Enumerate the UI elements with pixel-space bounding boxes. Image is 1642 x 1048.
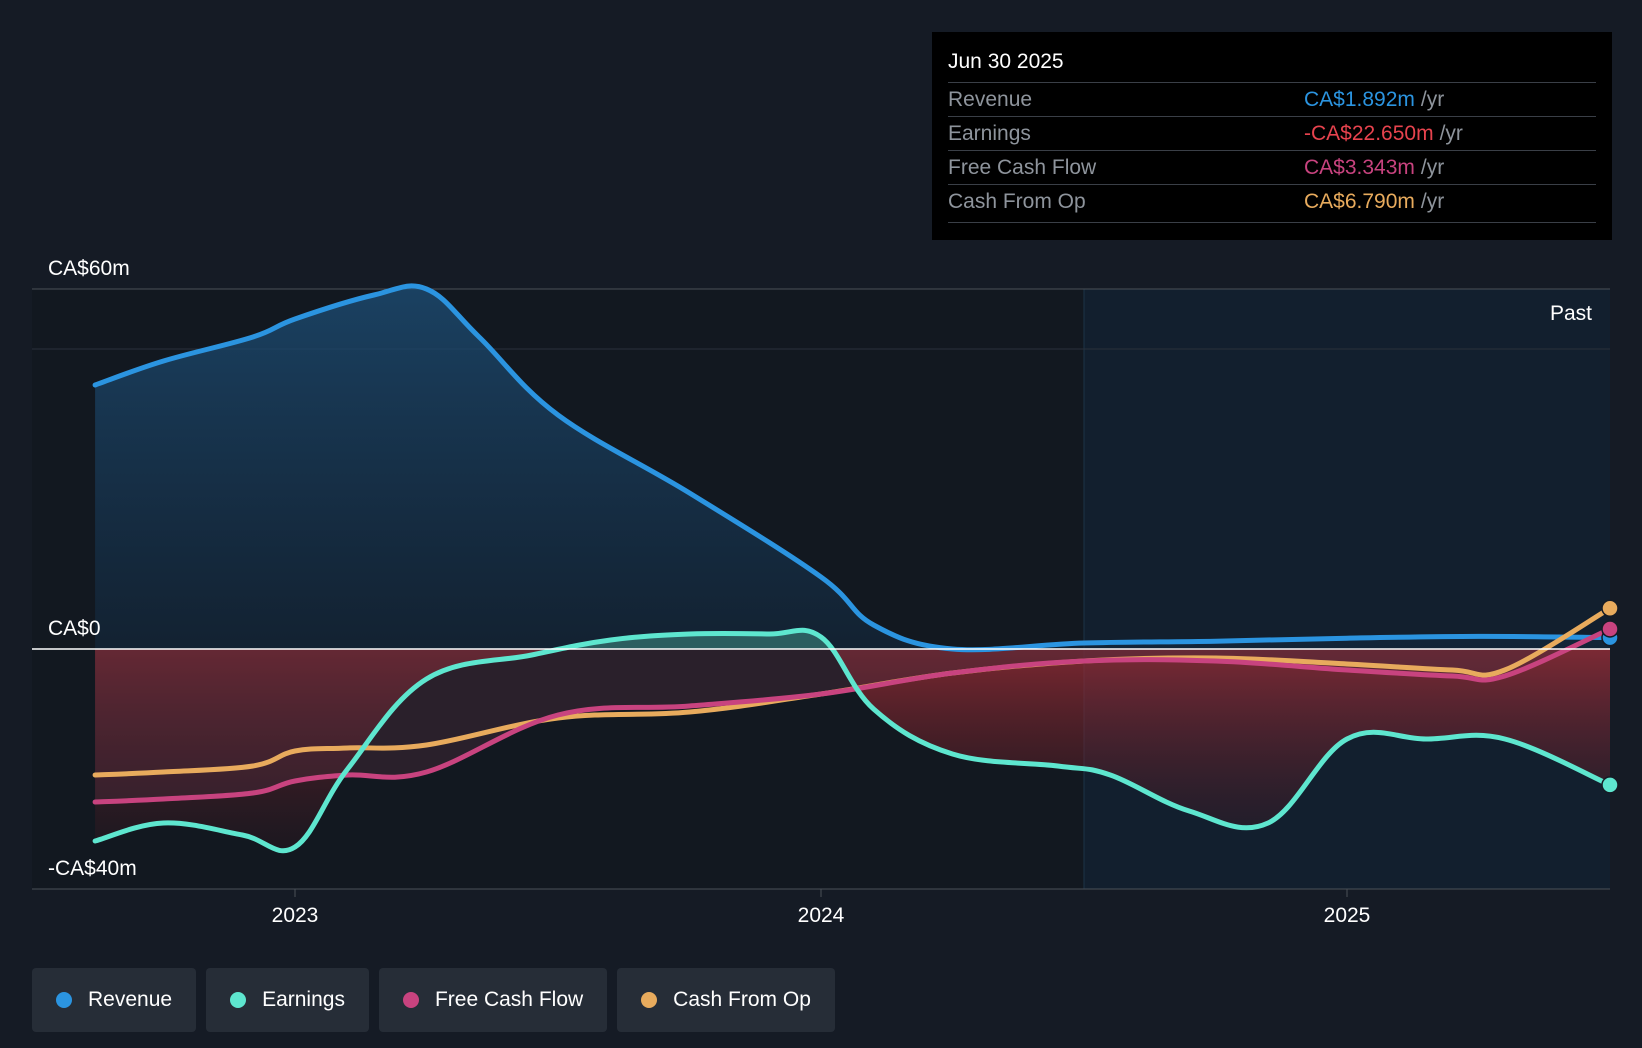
tooltip-divider <box>948 222 1596 223</box>
revenue-dot-icon <box>56 992 72 1008</box>
earnings-dot-icon <box>230 992 247 1008</box>
past-label: Past <box>1550 302 1592 325</box>
tooltip-value: -CA$22.650m <box>1304 122 1434 145</box>
legend-label: Revenue <box>88 988 173 1011</box>
x-tick-label: 2023 <box>272 904 319 927</box>
legend-item-free-cash-flow[interactable]: Free Cash Flow <box>378 968 608 1032</box>
x-tick-label: 2025 <box>1324 904 1371 927</box>
tooltip-unit: /yr <box>1439 122 1463 145</box>
tooltip-unit: /yr <box>1420 190 1445 213</box>
tooltip-row-cfo: Cash From Op CA$6.790m/yr <box>948 184 1596 219</box>
y-tick-label: CA$60m <box>48 257 130 280</box>
tooltip-row-fcf: Free Cash Flow CA$3.343m/yr <box>948 150 1596 185</box>
revenue-line <box>92 283 1613 653</box>
tooltip-label: Free Cash Flow <box>948 156 1097 179</box>
free-cash-flow-dot-icon <box>402 992 419 1008</box>
revenue-area <box>95 285 1610 649</box>
y-tick-label: CA$0 <box>48 617 101 640</box>
tooltip-label: Revenue <box>948 88 1033 111</box>
tooltip-value: CA$6.790m <box>1304 190 1415 213</box>
tooltip-value: CA$3.343m <box>1304 156 1415 179</box>
earnings-negative-area <box>95 649 1610 851</box>
y-tick-label: -CA$40m <box>48 857 137 880</box>
fcf-line <box>92 626 1613 805</box>
legend-item-earnings[interactable]: Earnings <box>206 968 369 1032</box>
legend-item-cash-from-op[interactable]: Cash From Op <box>617 968 835 1032</box>
tooltip-unit: /yr <box>1420 88 1445 111</box>
legend: Revenue Earnings Free Cash Flow Cash Fro… <box>32 968 835 1032</box>
earnings-line <box>92 627 1613 854</box>
tooltip: Jun 30 2025 Revenue CA$1.892m/yr Earning… <box>932 32 1612 240</box>
tooltip-value: CA$1.892m <box>1304 88 1415 111</box>
tooltip-row-earnings: Earnings -CA$22.650m/yr <box>948 116 1596 151</box>
legend-label: Earnings <box>262 988 345 1011</box>
cfo-endpoint <box>1601 599 1619 618</box>
tooltip-row-revenue: Revenue CA$1.892m/yr <box>948 82 1596 117</box>
tooltip-date: Jun 30 2025 <box>948 50 1064 73</box>
tooltip-unit: /yr <box>1420 156 1445 179</box>
cash-from-op-dot-icon <box>641 992 658 1008</box>
free-cash-flow-area <box>95 649 1610 802</box>
legend-label: Cash From Op <box>673 988 811 1011</box>
earnings-endpoint <box>1601 776 1619 794</box>
x-tick-label: 2024 <box>798 904 845 927</box>
legend-label: Free Cash Flow <box>434 988 584 1011</box>
tooltip-label: Earnings <box>948 122 1031 145</box>
tooltip-label: Cash From Op <box>948 190 1086 213</box>
legend-item-revenue[interactable]: Revenue <box>32 968 197 1032</box>
fcf-endpoint <box>1601 620 1619 638</box>
